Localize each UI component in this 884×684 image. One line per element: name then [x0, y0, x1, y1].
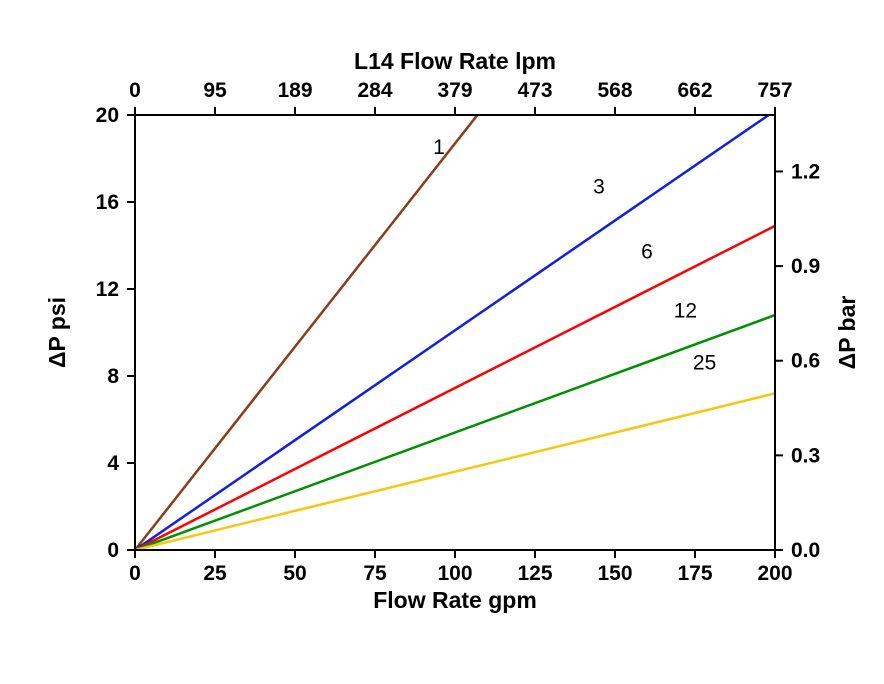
y-right-axis-label: ΔP bar [834, 296, 860, 370]
series-label-25: 25 [693, 351, 716, 374]
chart-container: 0255075100125150175200Flow Rate gpm09518… [0, 0, 884, 684]
y-right-tick-label: 1.2 [791, 160, 820, 183]
x-top-tick-label: 95 [203, 79, 227, 102]
y-left-tick-label: 12 [96, 278, 119, 301]
x-top-tick-label: 379 [437, 79, 472, 102]
x-bottom-tick-label: 25 [203, 562, 227, 585]
y-right-tick-label: 0.6 [791, 350, 820, 373]
series-line-1 [135, 115, 477, 550]
series-group [135, 111, 775, 550]
x-bottom-tick-label: 150 [597, 562, 632, 585]
series-label-1: 1 [433, 136, 445, 159]
x-bottom-tick-label: 0 [129, 562, 141, 585]
x-top-tick-label: 473 [517, 79, 552, 102]
x-top-tick-label: 757 [757, 79, 792, 102]
svg-text:ΔP psi: ΔP psi [44, 297, 70, 368]
y-right-tick-label: 0.0 [791, 539, 820, 562]
series-line-6 [135, 226, 775, 550]
y-left-tick-label: 8 [107, 365, 119, 388]
svg-text:ΔP bar: ΔP bar [834, 296, 860, 370]
chart-svg: 0255075100125150175200Flow Rate gpm09518… [0, 0, 884, 684]
y-left-tick-label: 4 [107, 452, 119, 475]
x-bottom-tick-label: 200 [757, 562, 792, 585]
x-top-tick-label: 568 [597, 79, 632, 102]
y-left-axis-label: ΔP psi [44, 297, 70, 368]
y-left-tick-label: 20 [96, 104, 119, 127]
series-line-25 [135, 393, 775, 550]
x-bottom-tick-label: 50 [283, 562, 306, 585]
x-bottom-tick-label: 125 [517, 562, 552, 585]
x-top-axis-label: L14 Flow Rate lpm [354, 48, 556, 74]
x-bottom-tick-label: 100 [437, 562, 472, 585]
series-label-6: 6 [641, 241, 653, 264]
series-line-12 [135, 315, 775, 550]
x-bottom-tick-label: 175 [677, 562, 712, 585]
y-left-tick-label: 16 [96, 191, 119, 214]
x-top-tick-label: 284 [357, 79, 392, 102]
y-right-tick-label: 0.3 [791, 444, 820, 467]
x-top-tick-label: 662 [677, 79, 712, 102]
y-left-tick-label: 0 [107, 539, 119, 562]
series-label-3: 3 [593, 175, 605, 198]
x-top-tick-label: 189 [277, 79, 312, 102]
x-bottom-tick-label: 75 [363, 562, 387, 585]
y-right-tick-label: 0.9 [791, 255, 820, 278]
series-line-3 [135, 111, 775, 550]
x-bottom-axis-label: Flow Rate gpm [373, 587, 537, 613]
x-top-tick-label: 0 [129, 79, 141, 102]
series-label-12: 12 [674, 299, 697, 322]
